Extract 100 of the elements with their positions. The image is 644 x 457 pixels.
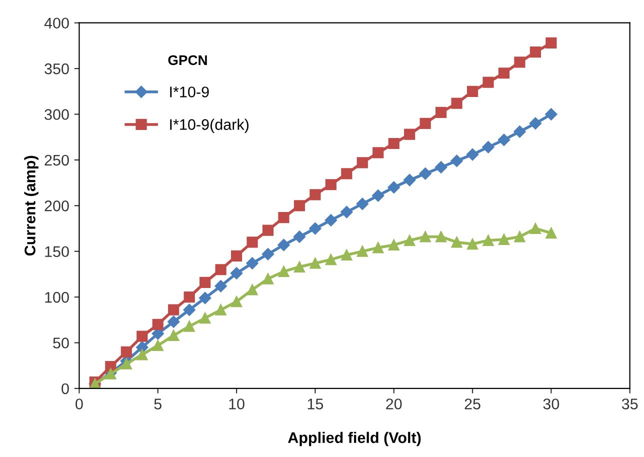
x-tick-label: 15 (308, 398, 324, 410)
point (278, 266, 290, 278)
point (184, 320, 195, 332)
point (482, 141, 494, 154)
point (120, 358, 132, 370)
point (262, 248, 274, 260)
point (403, 174, 416, 186)
x-tick-label: 35 (622, 398, 638, 410)
point (435, 231, 447, 242)
point (309, 222, 322, 235)
point (246, 236, 258, 248)
point (310, 258, 321, 269)
x-tick-label: 30 (543, 398, 560, 410)
point (450, 154, 463, 167)
x-tick-label: 5 (154, 398, 162, 410)
point (419, 168, 432, 180)
point (340, 206, 353, 218)
y-tick-label: 0 (62, 383, 69, 394)
point (498, 234, 510, 246)
point (230, 296, 242, 308)
point (434, 161, 448, 174)
y-tick-label: 350 (44, 63, 69, 74)
y-tick-label: 400 (44, 18, 69, 29)
point (466, 148, 479, 161)
point (230, 267, 243, 280)
point (136, 349, 148, 360)
y-tick-label: 200 (44, 200, 69, 212)
point (530, 222, 541, 234)
point (325, 254, 336, 266)
x-tick-label: 0 (76, 398, 83, 410)
y-tick-label: 300 (44, 109, 69, 120)
point (514, 56, 526, 68)
point (278, 238, 290, 252)
y-axis-title: Current (amp) (24, 156, 38, 256)
point (435, 106, 447, 118)
point (404, 234, 416, 246)
point (215, 304, 226, 316)
point (278, 212, 290, 224)
point (529, 117, 542, 130)
point (230, 250, 242, 262)
point (388, 138, 400, 150)
point (545, 108, 558, 120)
y-tick-label: 250 (44, 154, 69, 166)
point (514, 231, 526, 242)
point (451, 236, 462, 248)
point (310, 189, 321, 200)
point (262, 224, 274, 236)
legend-label: I*10-9(dark) (170, 118, 248, 133)
point (324, 214, 338, 226)
point (246, 257, 258, 270)
point (214, 280, 227, 292)
point (356, 157, 368, 168)
point (215, 264, 226, 276)
point (372, 147, 384, 158)
point (530, 46, 541, 58)
point (388, 239, 400, 251)
y-tick-label: 50 (53, 338, 69, 348)
point (184, 291, 195, 303)
point (372, 242, 384, 254)
point (120, 346, 132, 358)
point (466, 86, 478, 97)
point (420, 118, 431, 129)
point (262, 273, 274, 284)
point (404, 128, 416, 140)
point (341, 249, 352, 261)
point (356, 246, 368, 257)
y-tick-label: 150 (45, 246, 69, 258)
point (168, 330, 180, 341)
point (200, 312, 211, 324)
point (482, 234, 494, 246)
point (546, 37, 557, 49)
point (451, 98, 462, 109)
point (294, 200, 306, 212)
point (514, 126, 526, 138)
point (152, 318, 164, 330)
point (546, 228, 557, 239)
point (466, 238, 478, 250)
y-tick-label: 100 (45, 292, 69, 303)
point (388, 181, 400, 194)
point (498, 68, 510, 79)
x-axis-title: Applied field (Volt) (288, 432, 421, 446)
point (498, 134, 510, 146)
point (198, 292, 212, 304)
point (372, 190, 384, 202)
x-tick-label: 10 (229, 398, 244, 410)
x-tick-label: 25 (464, 398, 480, 410)
point (293, 230, 306, 243)
point (325, 179, 336, 190)
legend-label: I*10-9 (170, 86, 209, 98)
point (152, 340, 164, 352)
point (294, 261, 306, 272)
point (136, 330, 148, 342)
point (482, 76, 494, 88)
point (168, 316, 180, 328)
point (183, 304, 196, 316)
point (341, 168, 352, 180)
point (200, 276, 211, 288)
point (420, 231, 431, 242)
point (356, 198, 368, 210)
point (168, 304, 180, 316)
